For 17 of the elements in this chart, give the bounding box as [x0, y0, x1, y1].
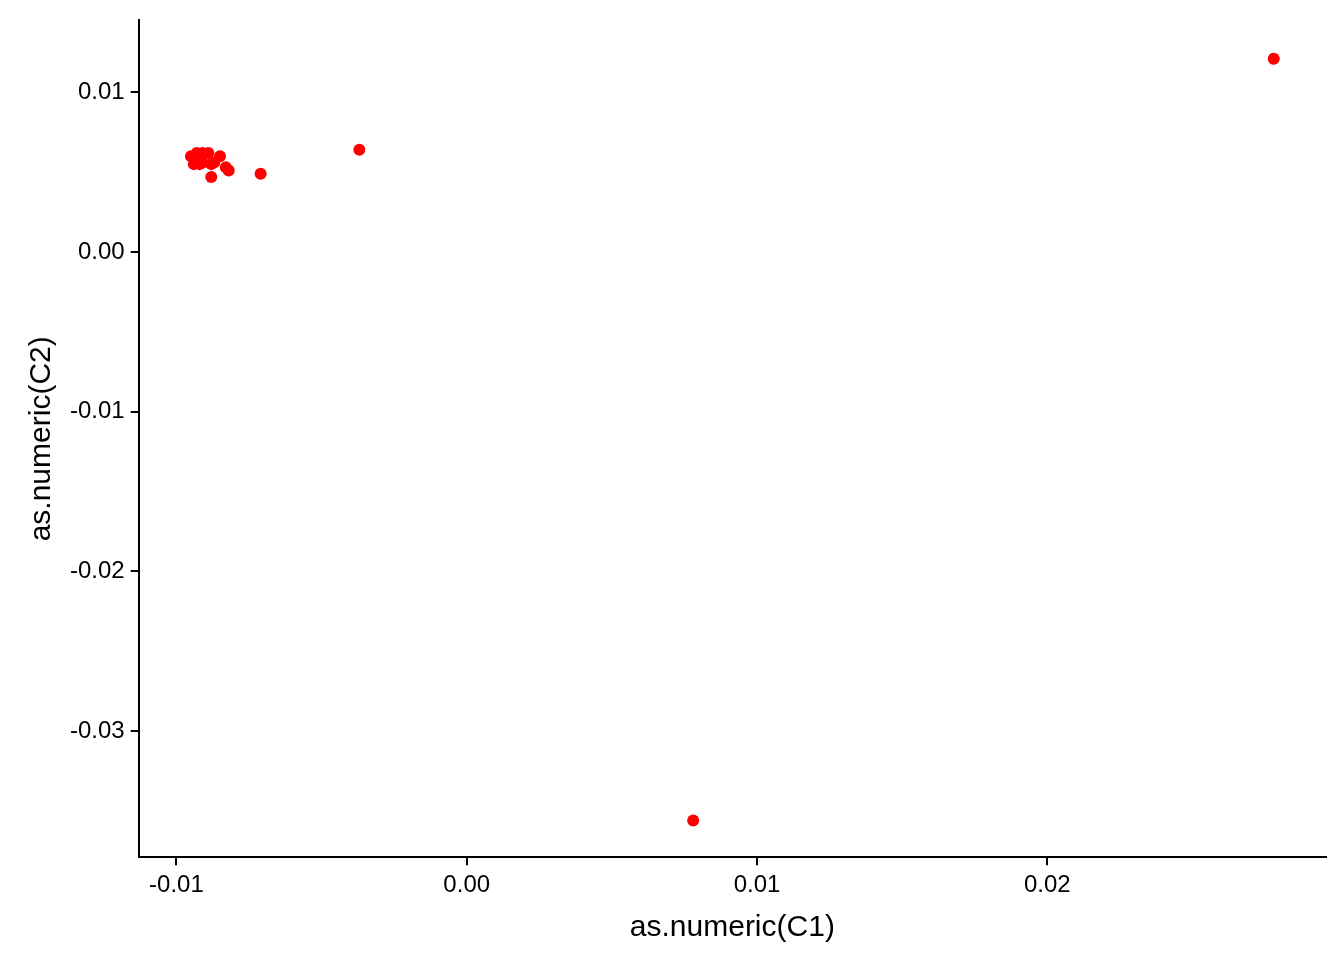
- x-tick-label: 0.01: [733, 870, 781, 898]
- point: [213, 150, 226, 163]
- x-tick-label: 0.02: [1023, 870, 1071, 898]
- y-tick-label: -0.03: [70, 715, 125, 743]
- y-tick-label: 0.01: [77, 76, 125, 104]
- point: [687, 814, 700, 827]
- point: [1267, 52, 1280, 65]
- y-tick-label: 0.00: [77, 236, 125, 264]
- x-tick-label: 0.00: [443, 870, 491, 898]
- point: [254, 167, 267, 180]
- y-tick-label: -0.01: [70, 396, 125, 424]
- y-axis-title: as.numeric(C2): [23, 336, 57, 542]
- point: [353, 143, 366, 156]
- x-axis-title: as.numeric(C1): [629, 909, 835, 943]
- x-tick-label: -0.01: [149, 870, 204, 898]
- y-tick-label: -0.02: [70, 555, 125, 583]
- point: [205, 170, 218, 183]
